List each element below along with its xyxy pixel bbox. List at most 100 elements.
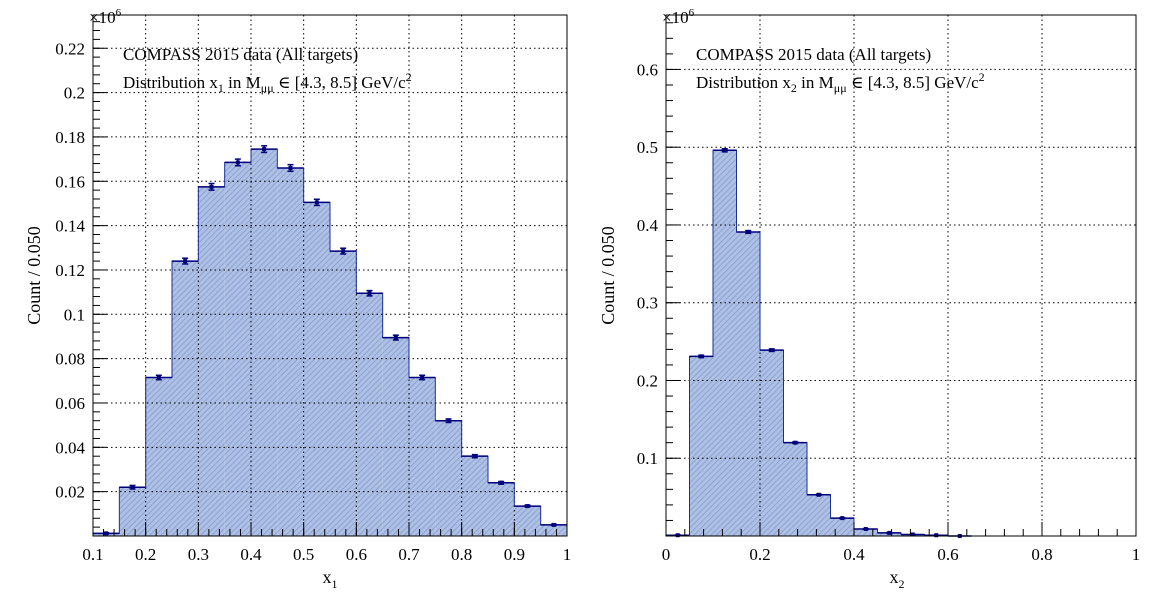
error-bar [303,198,330,207]
error-bar [514,504,541,509]
y-tick-label: 0.14 [55,217,85,236]
x-tick-label: 0.6 [937,545,958,564]
error-bar [540,522,567,527]
x-tick-label: 0.2 [135,545,156,564]
data-point [816,492,821,497]
data-point [104,531,109,536]
data-point [499,480,504,485]
y-tick-label: 0.6 [637,60,658,79]
histogram-bar [830,518,854,536]
grid-lines [93,15,567,536]
data-point [840,516,845,521]
error-bar [783,440,807,445]
data-point [934,533,939,538]
histogram-outline [93,148,567,534]
error-bar [666,533,690,538]
y-multiplier: ×106 [662,7,695,27]
plot-frame [92,14,568,537]
x-tick-label: 0.9 [504,545,525,564]
histogram-bar [540,524,567,536]
data-point [472,454,477,459]
data-point [699,354,704,359]
error-bar [277,163,304,173]
data-point [722,148,727,153]
tick-marks [92,21,568,537]
histogram-bar [488,482,515,536]
data-point [863,527,868,532]
data-point [910,532,915,537]
error-bar [713,147,737,153]
histogram-bar [119,487,146,536]
data-point [183,259,188,264]
x-tick-label: 0.4 [240,545,262,564]
histogram-bar [807,494,831,536]
y-tick-label: 0.16 [55,172,85,191]
error-bar [807,492,831,497]
grid-lines [666,15,1136,536]
y-multiplier: ×106 [89,7,122,27]
tick-marks [665,22,1137,537]
plot-frame [665,14,1137,537]
histogram-bar [172,261,199,536]
error-bar [251,145,278,154]
error-bar [409,374,436,381]
error-bar [461,453,488,459]
error-bar [854,527,878,532]
y-axis-title: Count / 0.050 [24,226,44,325]
histogram-bar [224,162,251,536]
histogram-bar [713,150,737,536]
legend-title: COMPASS 2015 data (All targets) [123,45,358,64]
data-point [314,200,319,205]
data-point [675,533,680,538]
data-point [525,504,530,509]
error-bar [224,158,251,167]
data-point [288,165,293,170]
histogram-bar [854,529,878,536]
error-bar [488,480,515,485]
legend-subtitle: Distribution x2 in Mμμ ∈ [4.3, 8.5] GeV/… [696,70,985,95]
histogram-bar [356,293,383,536]
y-tick-label: 0.3 [637,294,658,313]
error-bar [172,257,199,265]
histogram-bars [93,149,567,536]
error-bar [356,289,383,297]
histogram-bar [736,231,760,536]
error-bar [736,229,760,235]
x-tick-label: 0.6 [346,545,367,564]
error-bar [435,418,462,424]
data-point [551,522,556,527]
histogram-x2-chart: 0 0.2 0.4 0.6 0.8 1 0.1 0.2 0.3 0.4 0.5 0.6 ×106 Coun… [598,7,1141,591]
histogram-bar [514,506,541,536]
error-bars [93,145,567,536]
histogram-bar [277,167,304,536]
histogram-bar [409,377,436,536]
y-tick-label: 0.1 [637,449,658,468]
x-tick-label: 0.8 [451,545,472,564]
y-tick-label: 0.18 [55,128,85,147]
error-bar [924,533,948,538]
y-tick-label: 0.1 [64,305,85,324]
histogram-bar [689,356,713,536]
x-axis-title: x2 [890,567,905,591]
data-point [262,147,267,152]
y-tick-label: 0.2 [64,84,85,103]
x-tick-label: 0.5 [293,545,314,564]
histogram-x1-chart: 0.1 0.2 0.3 0.4 0.5 0.6 0.7 0.8 0.9 1 0.02 0.04 0.06… [24,7,571,591]
histogram-bar [435,420,462,536]
x-tick-label: 0.7 [398,545,420,564]
histogram-bar [760,350,784,536]
data-point [209,184,214,189]
data-point [887,530,892,535]
legend-title: COMPASS 2015 data (All targets) [696,45,931,64]
data-point [341,249,346,254]
x-tick-label: 1 [1132,545,1141,564]
error-bar [198,182,225,191]
error-bar [382,334,409,341]
histogram-bars [666,150,948,536]
legend: COMPASS 2015 data (All targets) Distribut… [123,45,412,95]
histogram-bar [198,186,225,536]
data-point [393,335,398,340]
data-point [793,440,798,445]
x-tick-label: 0.1 [82,545,103,564]
legend-subtitle: Distribution x1 in Mμμ ∈ [4.3, 8.5] GeV/… [123,70,412,95]
